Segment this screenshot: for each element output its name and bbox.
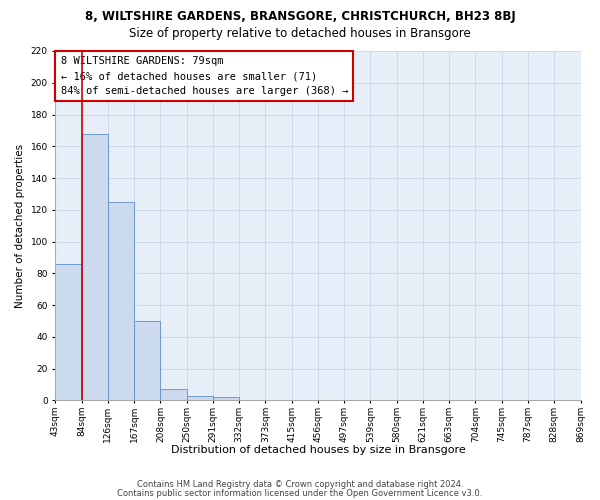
Text: Contains public sector information licensed under the Open Government Licence v3: Contains public sector information licen… [118,488,482,498]
Text: 8 WILTSHIRE GARDENS: 79sqm
← 16% of detached houses are smaller (71)
84% of semi: 8 WILTSHIRE GARDENS: 79sqm ← 16% of deta… [61,56,348,96]
X-axis label: Distribution of detached houses by size in Bransgore: Distribution of detached houses by size … [170,445,466,455]
Bar [160,389,187,400]
Text: Size of property relative to detached houses in Bransgore: Size of property relative to detached ho… [129,28,471,40]
Bar [187,396,213,400]
Bar [213,397,239,400]
Text: 8, WILTSHIRE GARDENS, BRANSGORE, CHRISTCHURCH, BH23 8BJ: 8, WILTSHIRE GARDENS, BRANSGORE, CHRISTC… [85,10,515,23]
Bar [134,321,160,400]
Bar [108,202,134,400]
Text: Contains HM Land Registry data © Crown copyright and database right 2024.: Contains HM Land Registry data © Crown c… [137,480,463,489]
Y-axis label: Number of detached properties: Number of detached properties [15,144,25,308]
Bar [82,134,108,400]
Bar [55,264,82,400]
